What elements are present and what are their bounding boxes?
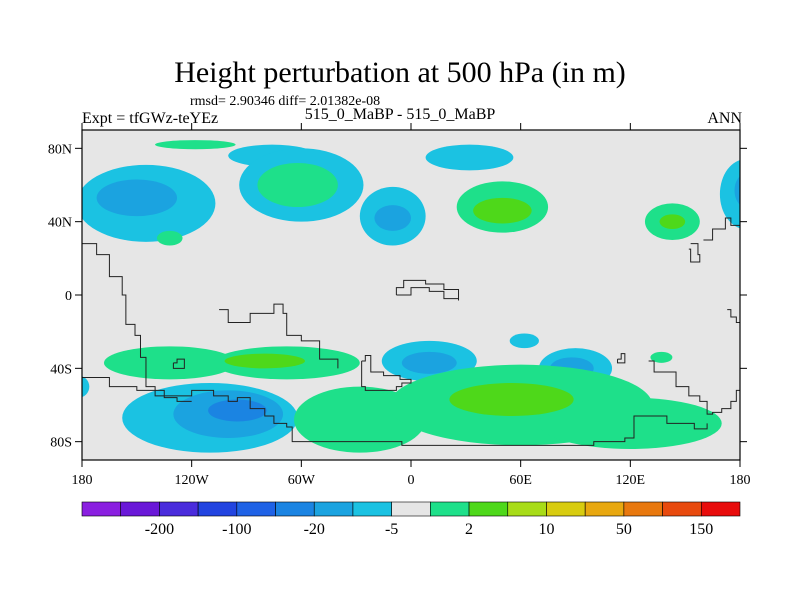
contour-region-pos-32 xyxy=(538,397,722,450)
contour-region-pos-17 xyxy=(103,346,236,380)
colorbar-swatch xyxy=(507,501,547,517)
contour-region-pos-25 xyxy=(650,351,673,363)
contour-region-pos-15 xyxy=(659,214,686,230)
y-tick-label: 80N xyxy=(48,142,72,157)
x-tick-label: 60E xyxy=(509,473,532,488)
contour-region-pos-13 xyxy=(473,197,532,224)
coastline-3 xyxy=(648,360,740,415)
y-axis: 80N 40N 0 40S 80S xyxy=(48,142,747,451)
coastline-2 xyxy=(361,355,412,391)
colorbar-swatch xyxy=(430,501,470,517)
colorbar-label: 150 xyxy=(689,521,713,538)
contour-region-neg-22 xyxy=(509,333,539,349)
contour-region-neg-2 xyxy=(96,179,178,217)
colorbar-swatch xyxy=(468,501,509,517)
colorbar-swatch xyxy=(81,501,122,517)
colorbar-swatch xyxy=(584,501,625,517)
coastline-0 xyxy=(82,243,708,446)
contour-region-neg-26 xyxy=(82,376,90,398)
colorbar-swatch xyxy=(700,501,741,517)
coastline-8 xyxy=(617,353,626,364)
x-tick-label: 120E xyxy=(616,473,646,488)
colorbar-label: 2 xyxy=(465,521,473,538)
x-axis: 180 120W 60W 0 60E 120E 180 xyxy=(72,123,751,488)
x-tick-label: 60W xyxy=(288,473,316,488)
colorbar-label: -100 xyxy=(222,521,251,538)
experiment-label: Expt = tfGWz-teYEz xyxy=(82,110,219,127)
coastline-7 xyxy=(395,279,460,301)
colorbar-swatch xyxy=(159,501,199,517)
y-tick-label: 0 xyxy=(65,289,72,304)
colorbar-swatch xyxy=(662,501,702,517)
colorbar-swatch xyxy=(275,501,315,517)
coastline-6 xyxy=(727,309,740,323)
coastline-4 xyxy=(703,217,740,241)
season-label: ANN xyxy=(707,110,742,127)
contour-region-pos-19 xyxy=(224,353,305,369)
rmsd-diff-stats: rmsd= 2.90346 diff= 2.01382e-08 xyxy=(190,94,381,109)
contour-fill-layer xyxy=(82,103,740,453)
x-tick-label: 180 xyxy=(72,473,93,488)
x-tick-label: 180 xyxy=(730,473,751,488)
contour-region-pos-7 xyxy=(257,163,338,207)
colorbar-label: -20 xyxy=(304,521,325,538)
colorbar-label: -200 xyxy=(145,521,174,538)
coastline-1 xyxy=(219,303,339,369)
contour-region-neg-11 xyxy=(425,144,514,171)
coastline-9 xyxy=(172,358,185,369)
contour-region-pos-0 xyxy=(155,140,236,150)
chart-title: Height perturbation at 500 hPa (in m) xyxy=(174,56,626,89)
colorbar-swatch xyxy=(197,501,238,517)
y-tick-label: 80S xyxy=(50,436,72,451)
contour-region-neg-16 xyxy=(427,103,431,107)
colorbar-label: 10 xyxy=(538,521,554,538)
contour-region-neg-29 xyxy=(208,399,267,422)
colorbar-label: -5 xyxy=(385,521,398,538)
colorbar-label: 50 xyxy=(616,521,632,538)
continent-outline-layer xyxy=(82,217,740,446)
contour-region-pos-8 xyxy=(156,230,183,246)
colorbar-swatch xyxy=(120,501,160,517)
contour-region-neg-4 xyxy=(734,176,740,205)
contour-region-pos-33 xyxy=(449,383,574,416)
y-tick-label: 40S xyxy=(50,362,72,377)
contour-region-neg-21 xyxy=(401,351,457,374)
contour-region-neg-3 xyxy=(719,160,740,229)
colorbar-swatch xyxy=(546,501,586,517)
colorbar: -200 -100 -20 -5 2 10 50 150 xyxy=(81,501,741,538)
colorbar-swatch xyxy=(236,501,276,517)
coastline-5 xyxy=(688,243,701,263)
colorbar-swatch xyxy=(623,501,663,517)
x-tick-label: 0 xyxy=(408,473,415,488)
coastline-10 xyxy=(82,377,192,402)
contour-region-neg-10 xyxy=(374,205,411,231)
colorbar-swatch xyxy=(313,501,354,517)
colorbar-swatch xyxy=(352,501,392,517)
y-tick-label: 40N xyxy=(48,216,72,231)
case-comparison-label: 515_0_MaBP - 515_0_MaBP xyxy=(304,106,496,123)
x-tick-label: 120W xyxy=(175,473,210,488)
colorbar-swatch xyxy=(391,501,431,517)
